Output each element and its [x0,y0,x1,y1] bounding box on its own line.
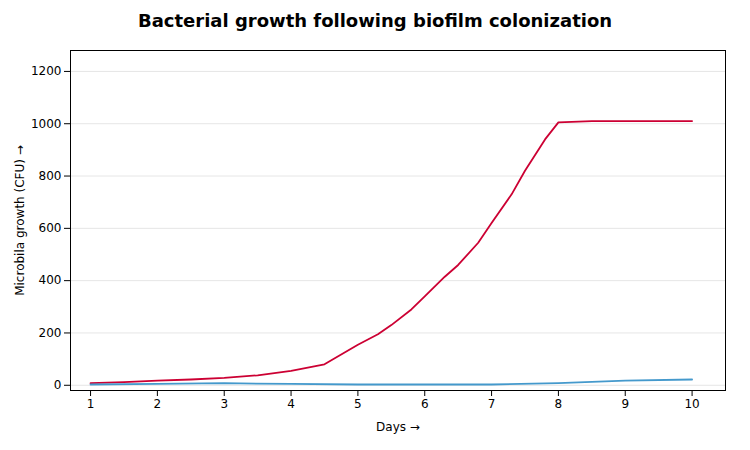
svg-text:0: 0 [54,378,62,392]
svg-text:800: 800 [39,169,62,183]
svg-text:6: 6 [421,397,429,411]
svg-text:2: 2 [154,397,162,411]
svg-text:5: 5 [354,397,362,411]
svg-text:1: 1 [87,397,95,411]
svg-text:400: 400 [39,273,62,287]
svg-text:600: 600 [39,221,62,235]
svg-text:10: 10 [684,397,699,411]
svg-text:9: 9 [621,397,629,411]
svg-text:8: 8 [555,397,563,411]
svg-text:Days →: Days → [376,420,420,434]
svg-text:200: 200 [39,326,62,340]
html-text:Bacterial growth following bio: Bacterial growth following biofilm colon… [137,10,613,31]
svg-text:4: 4 [287,397,295,411]
svg-text:3: 3 [220,397,228,411]
svg-text:1000: 1000 [31,117,62,131]
svg-text:1200: 1200 [31,64,62,78]
svg-text:Microbila growth (CFU) →: Microbila growth (CFU) → [13,145,27,296]
svg-text:7: 7 [488,397,496,411]
